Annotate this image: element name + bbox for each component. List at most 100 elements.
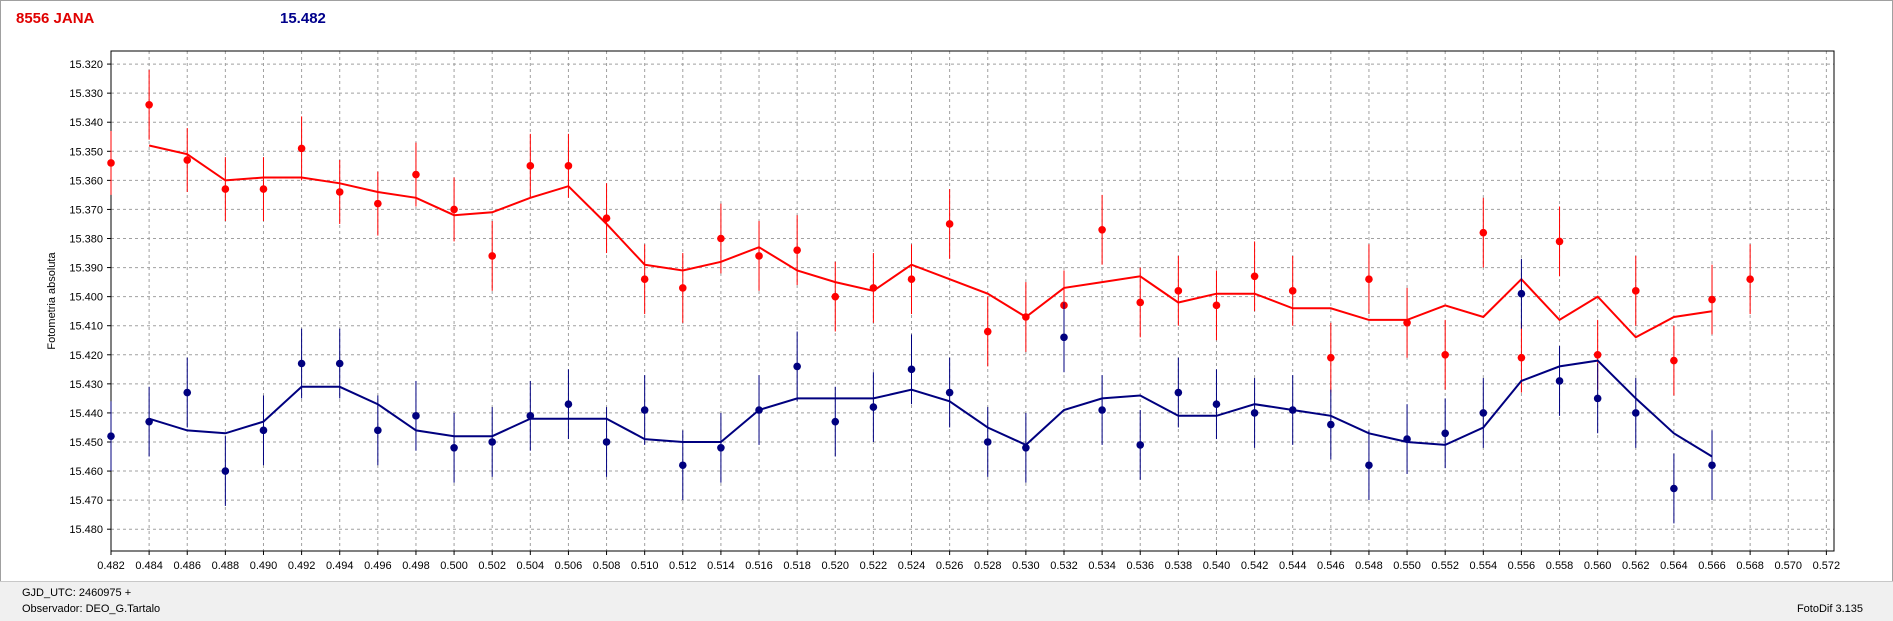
data-point <box>1098 406 1106 414</box>
data-point <box>221 185 230 193</box>
x-tick-label: 0.508 <box>593 560 621 572</box>
x-tick-label: 0.566 <box>1698 560 1726 572</box>
data-point <box>755 406 763 414</box>
data-point <box>1555 377 1564 385</box>
data-point <box>1441 429 1449 438</box>
data-point <box>1098 225 1106 234</box>
x-tick-label: 0.542 <box>1241 560 1269 572</box>
data-point <box>640 406 649 414</box>
plot-area <box>110 50 1835 552</box>
data-point <box>564 400 573 408</box>
x-tick-label: 0.486 <box>173 560 201 572</box>
y-tick-label: 15.340 <box>69 117 103 129</box>
light-curve-chart: 0.482 0.484 0.486 0.488 0.490 0.492 0.494 0.496… <box>46 50 1841 572</box>
y-tick-label: 15.360 <box>69 175 103 187</box>
data-point <box>1174 287 1183 295</box>
data-point <box>526 162 535 170</box>
x-tick-label: 0.502 <box>478 560 506 572</box>
data-point <box>831 417 840 426</box>
x-tick-label: 0.554 <box>1470 560 1498 572</box>
data-point <box>1250 272 1259 281</box>
y-axis-label: Fotometria absoluta <box>46 252 58 350</box>
x-tick-label: 0.518 <box>783 560 811 572</box>
x-tick-label: 0.562 <box>1622 560 1650 572</box>
gjd-label: GJD_UTC: 2460975 + <box>22 587 132 599</box>
x-tick-label: 0.528 <box>974 560 1002 572</box>
x-tick-label: 0.572 <box>1813 560 1841 572</box>
data-point <box>564 162 573 170</box>
data-point <box>945 388 954 397</box>
y-tick-label: 15.370 <box>69 204 103 216</box>
data-point <box>297 359 306 368</box>
data-point <box>221 467 230 475</box>
y-tick-label: 15.480 <box>69 524 103 536</box>
data-point <box>1327 353 1335 362</box>
object-name: 8556 JANA <box>16 10 95 27</box>
x-tick-label: 0.494 <box>326 560 354 572</box>
data-point <box>1555 237 1564 246</box>
data-point <box>1136 298 1145 307</box>
data-point <box>145 100 153 109</box>
x-tick-label: 0.504 <box>517 560 545 572</box>
data-point <box>1288 287 1297 295</box>
x-tick-label: 0.570 <box>1774 560 1802 572</box>
data-point <box>869 403 878 411</box>
data-point <box>1212 400 1221 408</box>
data-point <box>793 246 801 254</box>
x-tick-label: 0.556 <box>1508 560 1536 572</box>
x-tick-label: 0.536 <box>1126 560 1154 572</box>
data-point <box>1670 356 1678 365</box>
data-point <box>450 444 458 452</box>
data-point <box>1136 441 1145 449</box>
data-point <box>1746 275 1754 283</box>
data-point <box>1022 444 1030 452</box>
data-point <box>488 438 496 446</box>
data-point <box>602 438 611 446</box>
data-point <box>1288 406 1297 414</box>
x-tick-label: 0.514 <box>707 560 735 572</box>
x-tick-label: 0.560 <box>1584 560 1612 572</box>
data-point <box>640 275 649 283</box>
series-red <box>107 69 1754 396</box>
x-tick-label: 0.526 <box>936 560 964 572</box>
data-point <box>1403 435 1411 443</box>
data-point <box>297 144 306 153</box>
data-point <box>907 365 916 374</box>
y-tick-label: 15.320 <box>69 59 103 71</box>
data-point <box>1517 289 1526 298</box>
x-tick-label: 0.532 <box>1050 560 1078 572</box>
data-point <box>1593 394 1602 403</box>
x-tick-label: 0.558 <box>1546 560 1574 572</box>
data-point <box>488 252 496 260</box>
data-point <box>145 417 153 426</box>
data-point <box>1708 461 1716 470</box>
y-tick-label: 15.470 <box>69 495 103 507</box>
y-tick-label: 15.330 <box>69 88 103 100</box>
data-point <box>1365 461 1373 470</box>
data-point <box>831 292 840 301</box>
data-point <box>1479 228 1488 237</box>
x-tick-label: 0.500 <box>440 560 468 572</box>
x-tick-label: 0.534 <box>1088 560 1116 572</box>
y-axis: 15.320 15.330 15.340 15.350 15.360 15.370 15.3… <box>69 59 111 536</box>
data-point <box>1441 350 1449 359</box>
data-point <box>107 432 115 440</box>
status-bar: GJD_UTC: 2460975 + Observador: DEO_G.Tar… <box>0 581 1893 621</box>
software-version: FotoDif 3.135 <box>1796 603 1863 615</box>
y-tick-label: 15.410 <box>69 321 103 333</box>
data-point <box>983 327 992 336</box>
data-point <box>717 234 725 243</box>
x-tick-label: 0.564 <box>1660 560 1688 572</box>
x-tick-label: 0.484 <box>135 560 163 572</box>
x-tick-label: 0.522 <box>860 560 888 572</box>
data-point <box>1060 333 1068 342</box>
data-point <box>1212 301 1221 310</box>
data-point <box>945 220 954 228</box>
data-point <box>1022 313 1030 321</box>
x-tick-label: 0.510 <box>631 560 659 572</box>
x-tick-label: 0.512 <box>669 560 697 572</box>
x-tick-label: 0.550 <box>1393 560 1421 572</box>
data-point <box>412 170 420 179</box>
data-point <box>1631 409 1640 417</box>
x-tick-label: 0.530 <box>1012 560 1040 572</box>
